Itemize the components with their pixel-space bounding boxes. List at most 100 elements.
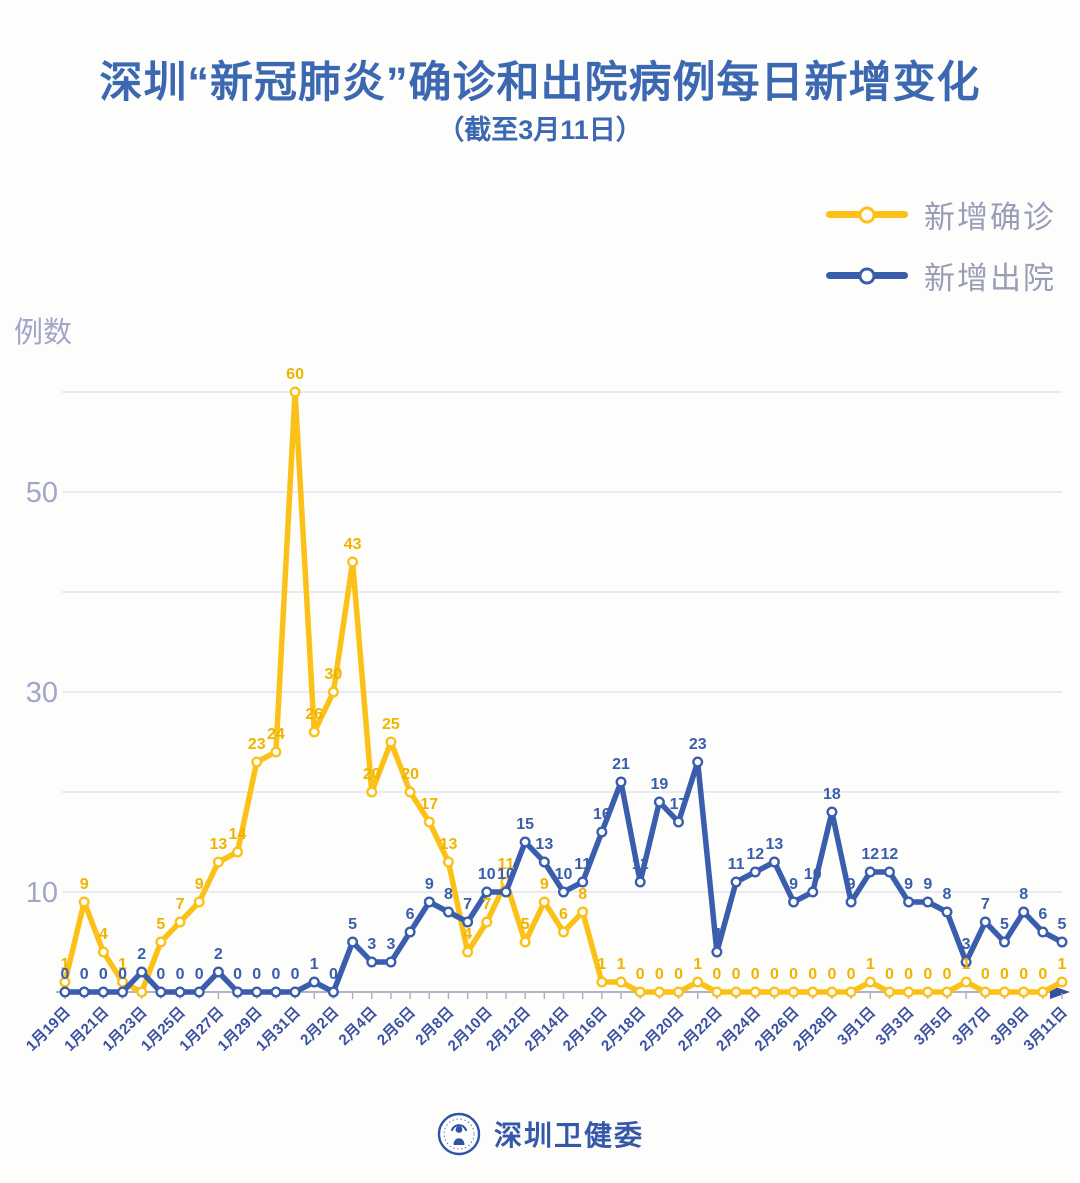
discharged-value-label: 10 (804, 866, 822, 883)
discharged-point (481, 886, 493, 898)
discharged-value-label: 9 (425, 876, 434, 893)
confirmed-point (1056, 976, 1068, 988)
confirmed-value-label: 13 (209, 836, 227, 853)
discharged-point (232, 986, 244, 998)
discharged-value-label: 8 (444, 886, 453, 903)
discharged-value-label: 9 (847, 876, 856, 893)
discharged-value-label: 7 (463, 896, 472, 913)
confirmed-value-label: 0 (1000, 966, 1009, 983)
confirmed-point (903, 986, 915, 998)
discharged-point (826, 806, 838, 818)
discharged-value-label: 2 (137, 946, 146, 963)
discharged-value-label: 16 (593, 806, 611, 823)
discharged-value-label: 5 (1058, 916, 1067, 933)
confirmed-point (768, 986, 780, 998)
discharged-value-label: 2 (214, 946, 223, 963)
page-subtitle: （截至3月11日） (437, 115, 643, 145)
confirmed-value-label: 26 (305, 706, 323, 723)
discharged-point (155, 986, 167, 998)
confirmed-point (97, 946, 109, 958)
confirmed-value-label: 0 (923, 966, 932, 983)
confirmed-point (462, 946, 474, 958)
confirmed-point (788, 986, 800, 998)
confirmed-point (960, 976, 972, 988)
discharged-value-label: 0 (252, 966, 261, 983)
confirmed-point (270, 746, 282, 758)
confirmed-point (998, 986, 1010, 998)
x-tick-label: 2月6日 (374, 1004, 419, 1049)
confirmed-value-label: 0 (827, 966, 836, 983)
discharged-value-label: 1 (310, 956, 319, 973)
discharged-point (558, 886, 570, 898)
x-tick-label: 3月7日 (949, 1004, 994, 1049)
confirmed-point (366, 786, 378, 798)
discharged-point (193, 986, 205, 998)
confirmed-point (385, 736, 397, 748)
discharged-value-label: 3 (962, 936, 971, 953)
discharged-value-label: 11 (574, 856, 591, 873)
confirmed-point (404, 786, 416, 798)
discharged-point (308, 976, 320, 988)
confirmed-value-label: 7 (482, 896, 491, 913)
confirmed-value-label: 1 (61, 956, 70, 973)
discharged-value-label: 0 (118, 966, 127, 983)
confirmed-value-label: 25 (382, 716, 400, 733)
discharged-point (423, 896, 435, 908)
discharged-point (788, 896, 800, 908)
confirmed-point (845, 986, 857, 998)
discharged-point (864, 866, 876, 878)
discharged-point (500, 886, 512, 898)
discharged-value-label: 12 (861, 846, 879, 863)
legend-label-discharged: 新增出院 (924, 261, 1056, 296)
discharged-value-label: 11 (632, 856, 649, 873)
discharged-point (979, 916, 991, 928)
confirmed-point (232, 846, 244, 858)
discharged-value-label: 0 (195, 966, 204, 983)
discharged-point (960, 956, 972, 968)
confirmed-point (749, 986, 761, 998)
discharged-point (404, 926, 416, 938)
confirmed-value-label: 4 (99, 926, 108, 943)
confirmed-point (538, 896, 550, 908)
discharged-point (270, 986, 282, 998)
confirmed-point (59, 976, 71, 988)
discharged-value-label: 0 (61, 966, 70, 983)
discharged-value-label: 7 (981, 896, 990, 913)
confirmed-point (481, 916, 493, 928)
confirmed-value-label: 0 (789, 966, 798, 983)
x-tick-label: 2月2日 (297, 1004, 342, 1049)
confirmed-value-label: 13 (440, 836, 458, 853)
discharged-point (673, 816, 685, 828)
discharged-value-label: 0 (233, 966, 242, 983)
confirmed-point (807, 986, 819, 998)
confirmed-value-label: 1 (617, 956, 626, 973)
confirmed-value-label: 6 (559, 906, 568, 923)
discharged-point (922, 896, 934, 908)
discharged-point (692, 756, 704, 768)
discharged-value-label: 19 (650, 776, 668, 793)
confirmed-value-label: 0 (770, 966, 779, 983)
discharged-point (653, 796, 665, 808)
szhc-logo-icon (437, 1112, 481, 1156)
confirmed-value-label: 0 (732, 966, 741, 983)
confirmed-point (212, 856, 224, 868)
confirmed-value-label: 20 (363, 766, 381, 783)
discharged-point (366, 956, 378, 968)
y-tick-label-50: 50 (26, 477, 58, 509)
confirmed-value-label: 17 (420, 796, 438, 813)
discharged-point (730, 876, 742, 888)
discharged-value-label: 6 (1038, 906, 1047, 923)
discharged-value-label: 11 (728, 856, 745, 873)
confirmed-point (155, 936, 167, 948)
discharged-point (442, 906, 454, 918)
x-tick-label: 3月3日 (872, 1004, 917, 1049)
confirmed-value-label: 8 (578, 886, 587, 903)
discharged-value-label: 3 (367, 936, 376, 953)
confirmed-point (653, 986, 665, 998)
discharged-value-label: 8 (943, 886, 952, 903)
discharged-point (117, 986, 129, 998)
confirmed-value-label: 0 (885, 966, 894, 983)
confirmed-point (730, 986, 742, 998)
discharged-point (615, 776, 627, 788)
